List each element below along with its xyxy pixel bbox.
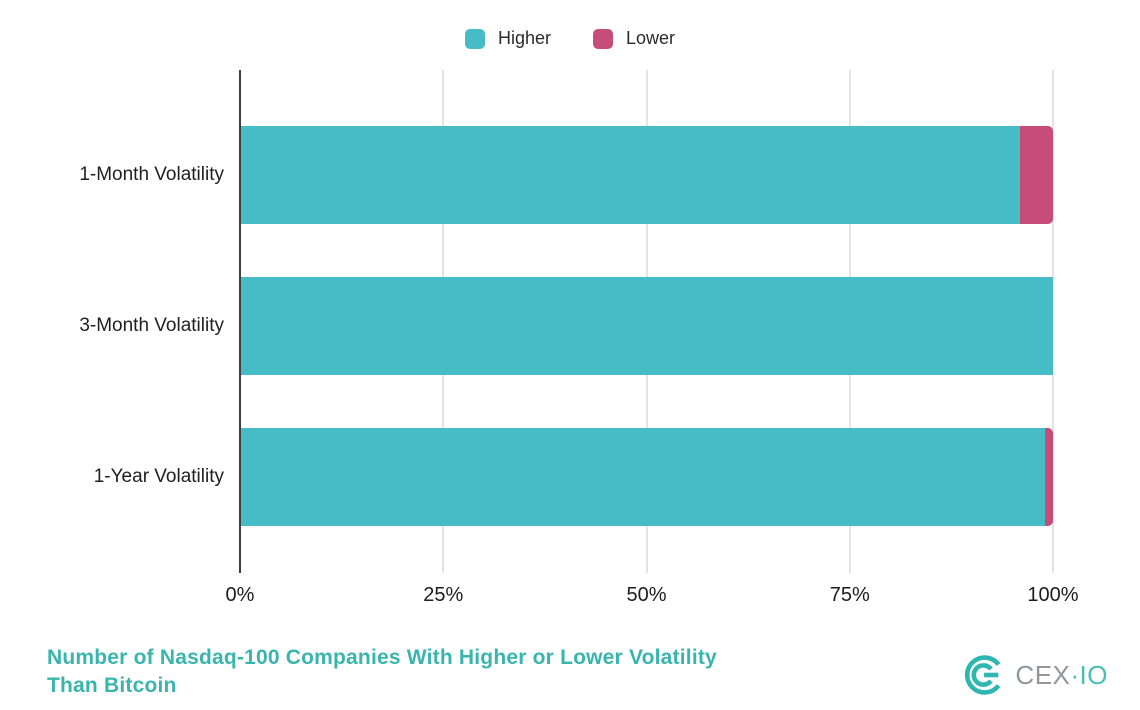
x-tick-label: 50% xyxy=(626,584,667,606)
category-label: 1-Year Volatility xyxy=(93,466,224,487)
bar-segment-higher xyxy=(240,126,1021,224)
logo-text-accent: ·IO xyxy=(1070,659,1108,690)
y-axis-line xyxy=(239,70,241,573)
cexio-logo: CEX·IO xyxy=(963,653,1108,697)
bar-1-month-volatility xyxy=(240,126,1053,224)
category-label: 3-Month Volatility xyxy=(79,315,224,336)
legend: Higher Lower xyxy=(0,28,1140,49)
legend-swatch-lower xyxy=(593,28,613,49)
chart-title-line1: Number of Nasdaq-100 Companies With High… xyxy=(47,646,717,669)
legend-label: Higher xyxy=(497,28,551,48)
x-tick-label: 75% xyxy=(829,584,870,606)
bar-1-year-volatility xyxy=(240,428,1053,526)
x-tick-label: 100% xyxy=(1027,584,1079,606)
cexio-logo-icon xyxy=(965,655,1001,695)
x-tick-label: 25% xyxy=(423,584,464,606)
chart-title-line2: Than Bitcoin xyxy=(47,674,177,697)
legend-label: Lower xyxy=(626,28,676,48)
category-labels: 1-Month Volatility 3-Month Volatility 1-Ye… xyxy=(0,70,226,565)
logo-text-main: CEX xyxy=(1015,659,1071,690)
bar-segment-lower xyxy=(1020,126,1053,224)
legend-swatch-higher xyxy=(464,28,485,49)
category-label: 1-Month Volatility xyxy=(79,164,224,185)
bar-segment-higher xyxy=(240,277,1053,375)
legend-item-higher: Higher xyxy=(464,28,551,49)
x-tick-label: 0% xyxy=(225,584,255,606)
bar-segment-lower xyxy=(1044,428,1053,526)
gridline xyxy=(1052,70,1054,573)
plot-area xyxy=(239,70,1054,573)
cexio-logo-text: CEX·IO xyxy=(1015,660,1108,691)
bar-segment-higher xyxy=(240,428,1045,526)
x-axis-labels: 0% 25% 50% 75% 100% xyxy=(226,584,1079,614)
legend-item-lower: Lower xyxy=(593,28,675,49)
chart-title: Number of Nasdaq-100 Companies With High… xyxy=(47,644,717,700)
bar-3-month-volatility xyxy=(240,277,1053,375)
